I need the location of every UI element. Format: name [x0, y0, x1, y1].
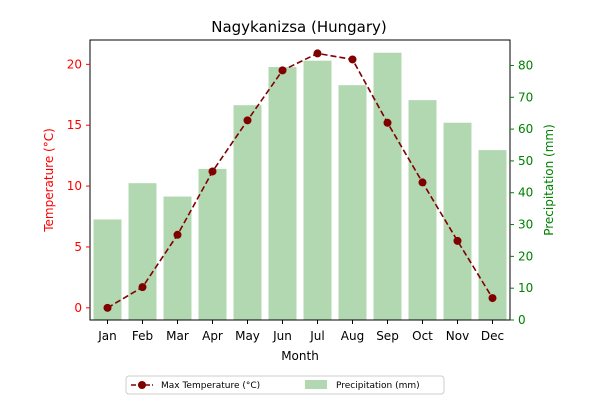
left-y-tick-label: 5	[74, 240, 82, 254]
plot-frame	[89, 39, 511, 321]
left-y-tick-label: 0	[74, 301, 82, 315]
temperature-point	[313, 49, 322, 58]
right-y-tick-label: 0	[518, 313, 526, 327]
precipitation-bar	[373, 52, 402, 321]
precipitation-bar	[408, 100, 437, 321]
left-y-tick-label: 15	[67, 118, 82, 132]
left-y-axis-label: Temperature (°C)	[42, 128, 56, 233]
precipitation-bar	[198, 168, 227, 320]
plot-border	[89, 39, 511, 321]
temperature-line	[103, 49, 497, 312]
x-tick-label: Sep	[376, 329, 399, 343]
temperature-point	[173, 230, 182, 239]
temperature-point	[453, 236, 462, 245]
chart-title: Nagykanizsa (Hungary)	[211, 18, 387, 36]
legend-box	[125, 375, 445, 395]
right-y-tick-label: 10	[518, 281, 533, 295]
right-y-tick-label: 40	[518, 186, 533, 200]
x-tick-label: Jun	[272, 329, 292, 343]
legend: Max Temperature (°C) Precipitation (mm)	[125, 375, 445, 395]
legend-label-precipitation: Precipitation (mm)	[336, 381, 420, 391]
temperature-series-line	[107, 52, 494, 309]
left-y-tick-label: 10	[67, 179, 82, 193]
right-y-tick-label: 50	[518, 154, 533, 168]
right-y-tick-label: 80	[518, 58, 533, 72]
temperature-point	[138, 283, 147, 292]
x-tick-label: Mar	[166, 329, 189, 343]
x-tick-label: Aug	[341, 329, 364, 343]
precipitation-bar	[268, 67, 297, 320]
temperature-point	[383, 118, 392, 127]
x-axis-label: Month	[281, 349, 319, 363]
x-tick-label: Jul	[309, 329, 324, 343]
precipitation-bar	[163, 196, 192, 320]
temperature-point	[418, 178, 427, 187]
temperature-point	[488, 294, 497, 303]
right-y-tick-label: 20	[518, 249, 533, 263]
x-tick-label: Jan	[97, 329, 117, 343]
left-y-tick-label: 20	[67, 57, 82, 71]
precipitation-bar	[338, 85, 367, 320]
legend-label-temperature: Max Temperature (°C)	[161, 381, 260, 391]
x-tick-label: Dec	[481, 329, 504, 343]
temperature-point	[278, 66, 287, 75]
x-tick-label: Nov	[446, 329, 469, 343]
x-tick-label: Apr	[202, 329, 223, 343]
temperature-point	[208, 167, 217, 176]
x-tick-label: May	[235, 329, 260, 343]
temperature-point	[348, 55, 357, 64]
right-y-tick-label: 30	[518, 218, 533, 232]
precipitation-bar	[233, 105, 262, 321]
precipitation-bar	[128, 183, 157, 320]
legend-marker	[138, 381, 146, 389]
x-axis: Jan Feb Mar Apr May Jun Jul Aug Sep Oct Nov Dec	[97, 320, 504, 343]
x-tick-label: Oct	[412, 329, 433, 343]
precipitation-bar	[303, 60, 332, 320]
precipitation-bar	[478, 150, 507, 320]
precipitation-bar	[443, 122, 472, 321]
temperature-point	[103, 303, 112, 312]
precipitation-bars	[93, 52, 507, 321]
right-y-axis-label: Precipitation (mm)	[542, 124, 556, 236]
left-y-axis: 0 5 10 15 20	[67, 57, 90, 315]
temperature-point	[243, 116, 252, 125]
right-y-tick-label: 60	[518, 122, 533, 136]
right-y-tick-label: 70	[518, 90, 533, 104]
x-tick-label: Feb	[132, 329, 153, 343]
right-y-axis: 0 10 20 30 40 50 60 70 80	[510, 58, 533, 327]
legend-bar-swatch	[305, 380, 327, 389]
precipitation-bar	[93, 219, 122, 320]
